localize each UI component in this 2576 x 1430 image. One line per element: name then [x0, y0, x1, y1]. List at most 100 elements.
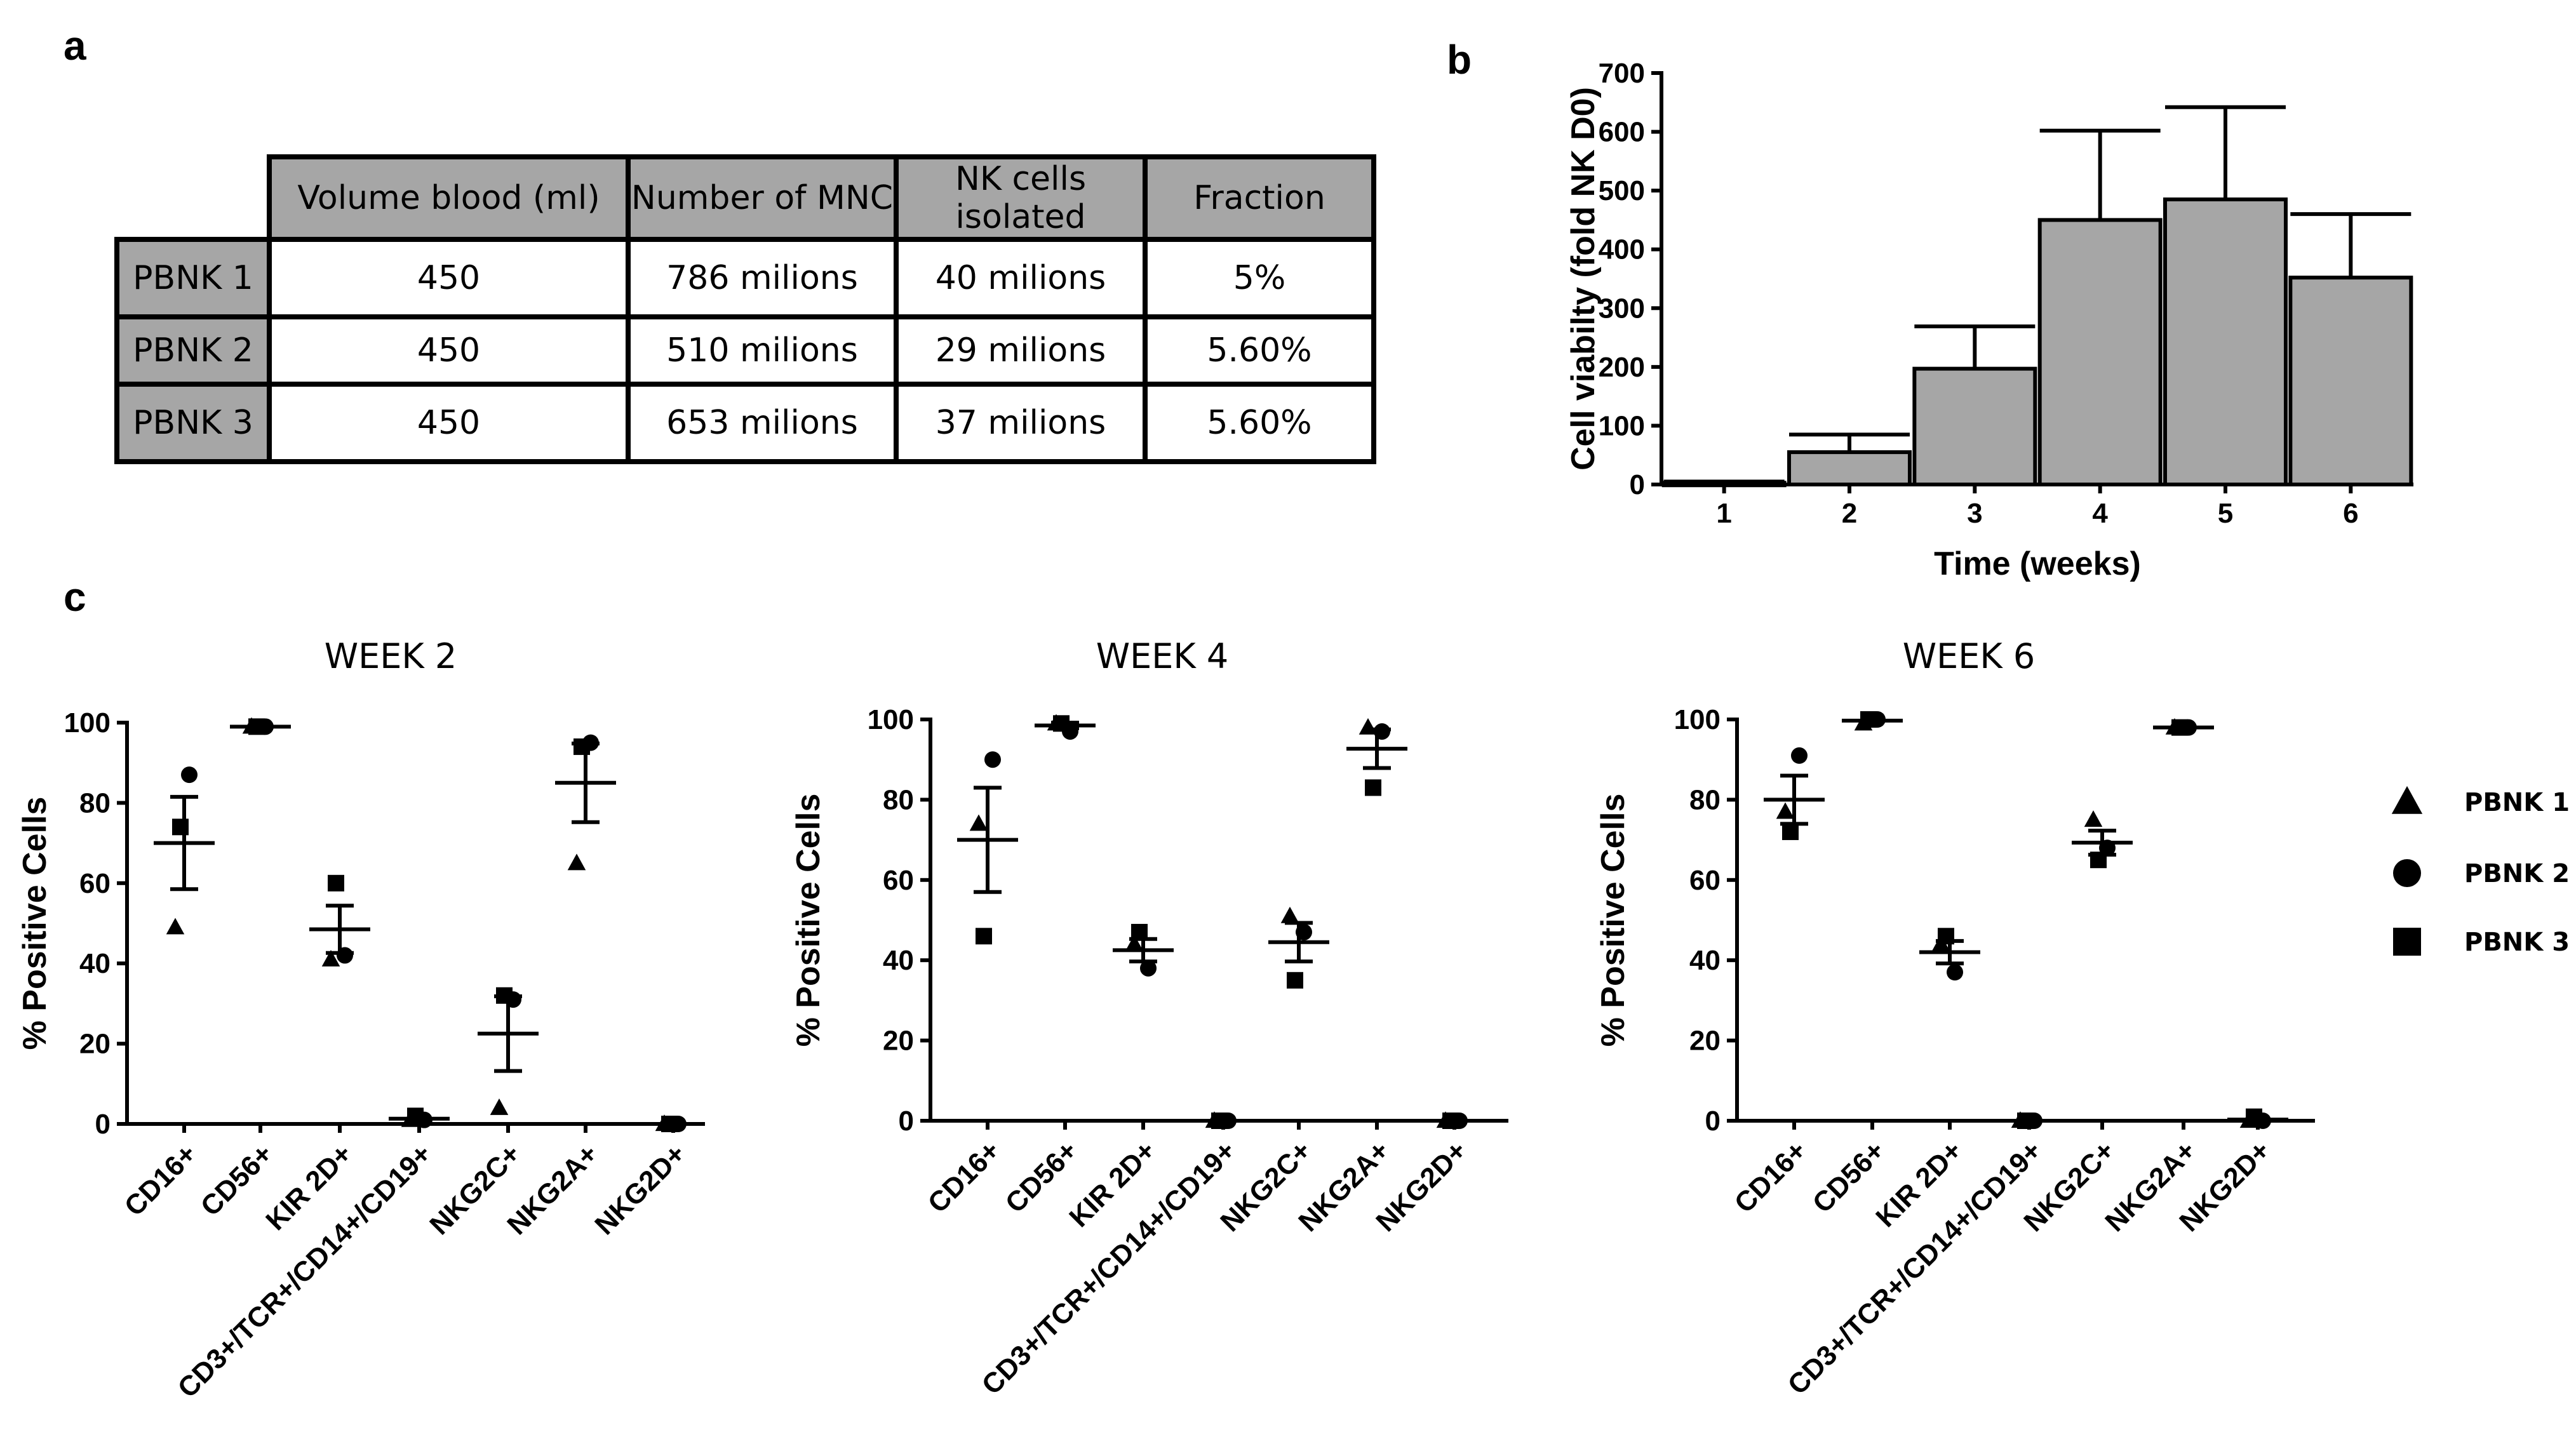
y-tick-label: 60 — [883, 865, 914, 896]
data-point — [166, 918, 185, 935]
y-tick-label: 40 — [883, 945, 914, 976]
y-tick-label: 400 — [1599, 234, 1645, 265]
header-fraction: Fraction — [1143, 154, 1376, 242]
data-point — [181, 766, 198, 784]
data-point — [969, 814, 988, 831]
data-point — [248, 718, 265, 735]
y-tick-label: 20 — [79, 1029, 111, 1060]
table-cell: 37 milions — [894, 382, 1148, 464]
y-tick-label: 40 — [79, 948, 111, 979]
data-point — [2090, 852, 2107, 869]
header-volume-blood: Volume blood (ml) — [267, 154, 631, 242]
data-point — [1053, 715, 1070, 732]
x-tick-label: NKG2D+ — [589, 1138, 692, 1241]
table-header-row: Volume blood (ml) Number of MNC NK cells… — [117, 154, 1376, 242]
data-point — [328, 874, 344, 892]
row-label: PBNK 2 — [114, 314, 272, 387]
y-tick-label: 20 — [883, 1026, 914, 1057]
header-nk-isolated: NK cells isolated — [894, 154, 1148, 242]
data-point — [2171, 719, 2188, 736]
bar — [2288, 276, 2413, 486]
data-point — [1374, 723, 1390, 740]
y-tick-label: 60 — [1689, 865, 1721, 896]
data-point — [1938, 928, 1954, 945]
data-point — [1131, 923, 1148, 940]
bar — [1787, 450, 1912, 486]
data-point — [1860, 711, 1877, 728]
y-axis-label: % Positive Cells — [1595, 794, 1632, 1047]
y-tick-label: 100 — [1674, 704, 1721, 735]
x-tick-label: 2 — [1842, 498, 1857, 529]
y-tick-label: 300 — [1599, 293, 1645, 324]
data-point — [2246, 1108, 2262, 1125]
chart-title: WEEK 2 — [325, 636, 457, 676]
data-point — [984, 751, 1001, 768]
y-axis-label: Cell viabilty (fold NK D0) — [1565, 87, 1602, 471]
data-point — [1776, 802, 1795, 819]
x-tick-label: CD16+ — [922, 1135, 1006, 1219]
panel-letter-c: c — [64, 574, 86, 620]
y-tick-label: 40 — [1689, 945, 1721, 976]
table-cell: 5% — [1143, 237, 1376, 319]
row-label: PBNK 1 — [114, 237, 272, 319]
bar — [1912, 366, 2037, 486]
table-cell: 40 milions — [894, 237, 1148, 319]
y-tick-label: 0 — [1630, 469, 1645, 500]
legend-marker — [2391, 785, 2423, 814]
nk-isolation-table: Volume blood (ml) Number of MNC NK cells… — [114, 154, 1376, 464]
legend-label: PBNK 3 — [2464, 928, 2570, 957]
table-cell: 450 — [267, 314, 631, 387]
data-point — [337, 947, 353, 964]
y-axis-label: % Positive Cells — [790, 794, 827, 1047]
data-point — [1791, 747, 1808, 764]
data-point — [1140, 959, 1157, 977]
data-point — [1211, 1113, 1228, 1129]
data-point — [574, 738, 590, 755]
data-point — [1296, 923, 1312, 940]
y-tick-label: 200 — [1599, 352, 1645, 383]
data-point — [1280, 906, 1299, 923]
data-point — [1442, 1113, 1459, 1129]
y-tick-label: 60 — [79, 868, 111, 899]
x-tick-label: 4 — [2092, 498, 2108, 529]
data-point — [1125, 935, 1144, 952]
y-tick-label: 80 — [1689, 784, 1721, 815]
legend-marker — [2393, 928, 2421, 956]
y-tick-label: 700 — [1599, 58, 1645, 89]
bar — [2163, 197, 2288, 486]
y-axis-label: % Positive Cells — [17, 797, 53, 1050]
legend-label: PBNK 2 — [2464, 859, 2570, 888]
table-corner — [117, 157, 269, 239]
panel-letter-b: b — [1447, 37, 1472, 83]
y-tick-label: 0 — [1705, 1106, 1721, 1137]
y-tick-label: 100 — [1599, 410, 1645, 441]
data-point — [661, 1116, 678, 1132]
data-point — [1782, 823, 1799, 840]
data-point — [567, 853, 586, 871]
data-point — [490, 1098, 509, 1115]
data-point — [496, 987, 513, 1004]
table-cell: 450 — [267, 382, 631, 464]
header-number-mnc: Number of MNC — [626, 154, 899, 242]
table-cell: 786 milions — [626, 237, 899, 319]
row-label: PBNK 3 — [114, 382, 272, 464]
table-cell: 450 — [267, 237, 631, 319]
x-tick-label: 6 — [2343, 498, 2358, 529]
data-point — [2017, 1113, 2034, 1129]
y-tick-label: 0 — [899, 1106, 914, 1137]
legend-marker — [2393, 859, 2421, 887]
table-cell: 510 milions — [626, 314, 899, 387]
data-point — [1365, 779, 1381, 796]
data-point — [1287, 972, 1303, 989]
panel-letter-a: a — [64, 23, 86, 69]
table-row: PBNK 3 450 653 milions 37 milions 5.60% — [114, 382, 1376, 464]
x-tick-label: 3 — [1967, 498, 1982, 529]
table-cell: 5.60% — [1143, 382, 1376, 464]
y-tick-label: 80 — [883, 784, 914, 815]
table-row: PBNK 1 450 786 milions 40 milions 5% — [114, 237, 1376, 319]
table-cell: 5.60% — [1143, 314, 1376, 387]
data-point — [2084, 810, 2103, 827]
x-tick-label: 5 — [2218, 498, 2233, 529]
x-axis-label: Time (weeks) — [1934, 545, 2141, 582]
